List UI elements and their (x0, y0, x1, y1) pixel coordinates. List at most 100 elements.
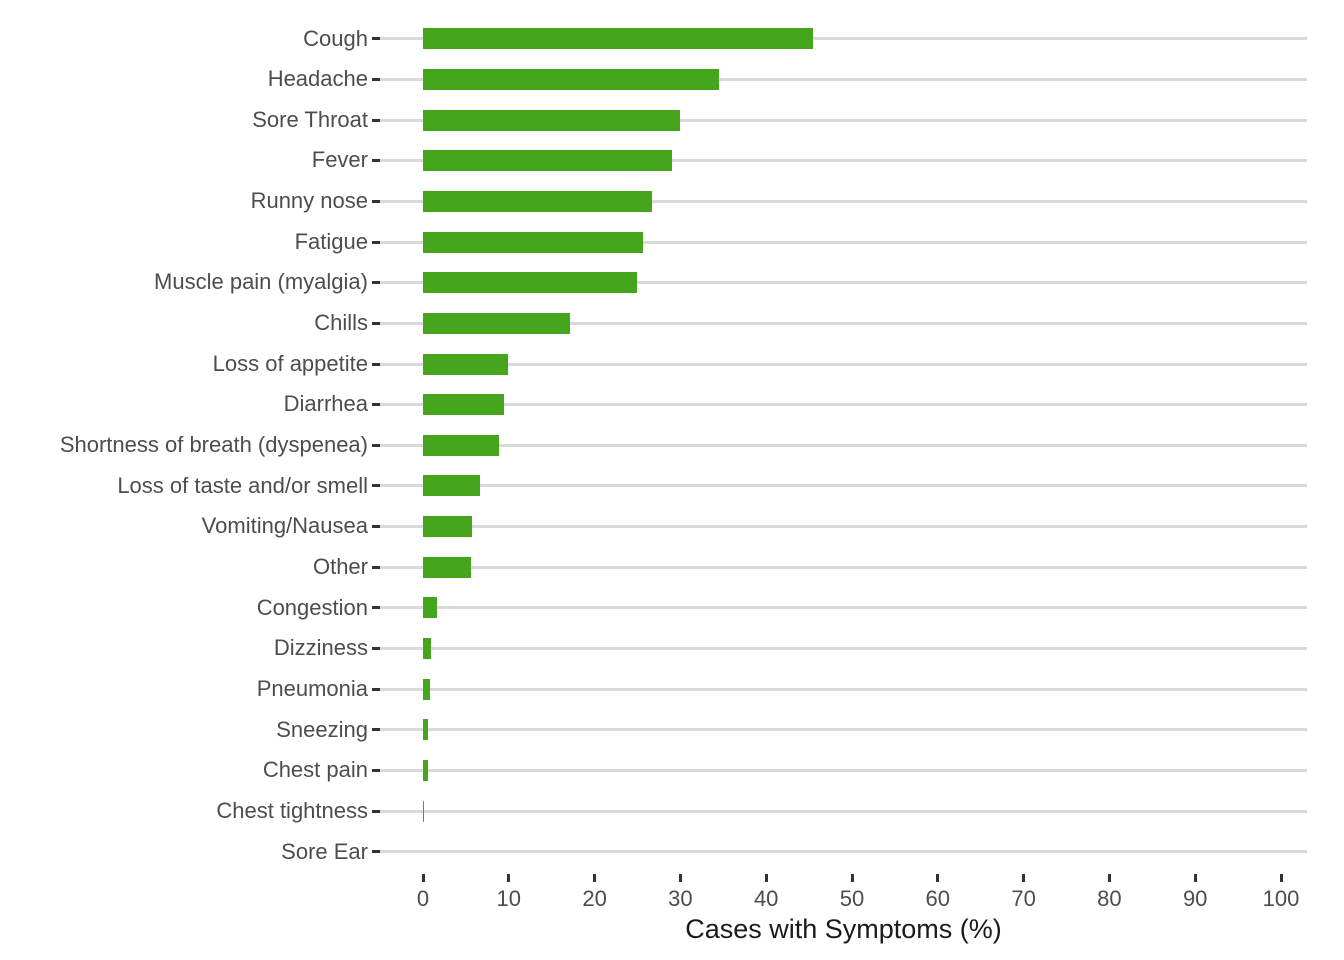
chart-row-dizziness: Dizziness (0, 628, 1344, 669)
chart-row-runny-nose: Runny nose (0, 181, 1344, 222)
y-tick-mark (371, 850, 380, 854)
category-label: Loss of taste and/or smell (117, 472, 368, 498)
y-tick-mark (371, 199, 380, 203)
bar-chest-tightness (423, 800, 425, 822)
chart-row-vomiting-nausea: Vomiting/Nausea (0, 506, 1344, 547)
chart-row-chills: Chills (0, 303, 1344, 344)
bar-chest-pain (423, 760, 428, 781)
category-label: Diarrhea (283, 391, 368, 417)
x-tick-label: 40 (753, 886, 779, 911)
y-tick-mark (371, 159, 380, 163)
y-tick-mark (371, 484, 380, 488)
y-tick-mark (371, 443, 380, 447)
x-tick-label: 10 (496, 886, 522, 911)
category-label: Muscle pain (myalgia) (154, 269, 368, 295)
x-tick-label: 90 (1182, 886, 1208, 911)
x-tick-mark (1193, 874, 1197, 882)
bar-dizziness (423, 638, 431, 660)
chart-row-muscle-pain-myalgia: Muscle pain (myalgia) (0, 262, 1344, 303)
category-label: Fatigue (294, 228, 368, 254)
bar-fever (423, 150, 672, 172)
x-tick-label: 0 (416, 886, 430, 911)
chart-row-fatigue: Fatigue (0, 222, 1344, 263)
bar-cough (423, 28, 814, 50)
major-gridline (380, 240, 1307, 244)
x-tick-mark (1107, 874, 1111, 882)
y-tick-mark (371, 565, 380, 569)
x-tick-mark (1279, 874, 1283, 882)
y-tick-mark (371, 362, 380, 366)
chart-row-sore-throat: Sore Throat (0, 100, 1344, 141)
x-tick-label: 30 (668, 886, 693, 911)
chart-row-loss-of-appetite: Loss of appetite (0, 344, 1344, 385)
bar-shortness-of-breath-dyspenea (423, 434, 499, 456)
bar-other (423, 556, 472, 578)
major-gridline (380, 199, 1307, 203)
category-label: Vomiting/Nausea (201, 513, 368, 539)
bar-loss-of-taste-and-or-smell (423, 475, 481, 497)
bar-fatigue (423, 231, 643, 253)
x-tick-label: 70 (1011, 886, 1036, 911)
y-tick-mark (371, 647, 380, 651)
x-tick-label: 60 (925, 886, 951, 911)
major-gridline (380, 687, 1307, 691)
y-tick-mark (371, 37, 380, 41)
bar-headache (423, 68, 719, 90)
y-tick-mark (371, 321, 380, 325)
major-gridline (380, 728, 1307, 732)
category-label: Pneumonia (256, 675, 368, 701)
bar-chills (423, 312, 570, 334)
category-label: Shortness of breath (dyspenea) (59, 432, 368, 457)
chart-row-sore-ear: Sore Ear (0, 832, 1344, 873)
major-gridline (380, 565, 1307, 569)
category-label: Chills (314, 310, 368, 336)
major-gridline (380, 809, 1307, 813)
bar-loss-of-appetite (423, 353, 508, 375)
bar-muscle-pain-myalgia (423, 272, 637, 294)
chart-row-congestion: Congestion (0, 588, 1344, 629)
category-label: Sore Ear (281, 838, 368, 864)
y-tick-mark (371, 809, 380, 813)
y-tick-mark (371, 240, 380, 244)
x-tick-mark (678, 874, 682, 882)
major-gridline (380, 159, 1307, 163)
chart-row-shortness-of-breath-dyspenea: Shortness of breath (dyspenea) (0, 425, 1344, 466)
category-label: Sore Throat (252, 106, 368, 132)
major-gridline (380, 118, 1307, 122)
y-tick-mark (371, 769, 380, 772)
major-gridline (380, 850, 1307, 854)
major-gridline (380, 37, 1307, 41)
bar-pneumonia (423, 678, 430, 700)
x-tick-mark (764, 874, 768, 882)
chart-row-chest-tightness: Chest tightness (0, 791, 1344, 832)
y-tick-mark (371, 728, 380, 732)
category-label: Headache (267, 66, 368, 92)
category-label: Chest tightness (216, 797, 368, 823)
major-gridline (380, 647, 1307, 651)
major-gridline (380, 606, 1307, 610)
chart-row-fever: Fever (0, 140, 1344, 181)
chart-row-headache: Headache (0, 59, 1344, 100)
category-label: Other (312, 553, 368, 579)
chart-row-pneumonia: Pneumonia (0, 669, 1344, 710)
chart-row-loss-of-taste-and-or-smell: Loss of taste and/or smell (0, 466, 1344, 507)
chart-row-chest-pain: Chest pain (0, 750, 1344, 791)
major-gridline (380, 77, 1307, 81)
category-label: Runny nose (250, 188, 368, 214)
y-tick-mark (371, 281, 380, 285)
x-tick-mark (593, 874, 597, 882)
y-tick-mark (371, 525, 380, 529)
x-tick-label: 100 (1262, 886, 1300, 911)
bar-diarrhea (423, 394, 504, 416)
y-tick-mark (371, 118, 380, 122)
category-label: Chest pain (262, 757, 368, 783)
x-tick-mark (936, 874, 940, 882)
bar-vomiting-nausea (423, 516, 472, 538)
x-tick-label: 80 (1097, 886, 1122, 911)
major-gridline (380, 525, 1307, 529)
chart-row-other: Other (0, 547, 1344, 588)
bar-congestion (423, 597, 437, 619)
category-label: Congestion (256, 594, 368, 620)
category-label: Loss of appetite (212, 350, 368, 376)
